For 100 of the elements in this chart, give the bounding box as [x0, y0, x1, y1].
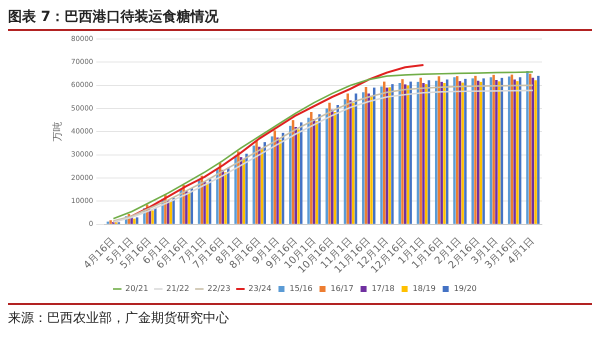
bar [188, 192, 190, 224]
bar [222, 170, 224, 224]
bar [234, 156, 237, 224]
bar [344, 99, 346, 224]
bar [424, 84, 428, 224]
bar [480, 82, 482, 224]
bar [370, 96, 373, 224]
legend-label: 19/20 [454, 284, 477, 294]
bar [352, 103, 354, 224]
bar [438, 76, 440, 224]
bar [362, 92, 364, 224]
bar [258, 146, 261, 224]
y-axis-title: 万吨 [52, 122, 64, 142]
legend-label: 16/17 [330, 284, 354, 294]
bar [151, 210, 154, 224]
bar [409, 82, 412, 224]
bar [419, 78, 422, 224]
bar [446, 80, 448, 224]
bar [292, 120, 294, 224]
bar [208, 179, 212, 224]
bar [216, 168, 219, 224]
bar [453, 77, 456, 224]
bar [136, 217, 138, 224]
bar [461, 82, 464, 224]
bar [294, 127, 298, 224]
legend-label: 22/23 [207, 284, 230, 294]
bar [203, 182, 206, 224]
bar [482, 78, 485, 224]
bar [300, 122, 302, 224]
bar [372, 88, 376, 224]
bar [336, 105, 339, 224]
legend-label: 23/24 [248, 284, 272, 294]
bar [331, 110, 334, 224]
bar [513, 80, 516, 224]
bar [224, 172, 227, 224]
bar [500, 78, 504, 224]
bar [456, 76, 458, 224]
bar [518, 77, 522, 224]
bar [386, 88, 388, 224]
bar [401, 79, 404, 224]
bar [476, 80, 480, 224]
bar [440, 82, 443, 224]
bar [354, 93, 358, 224]
bar [416, 82, 420, 224]
legend-label: 15/16 [289, 284, 313, 294]
bar [492, 74, 495, 224]
bar [510, 74, 514, 224]
bar [498, 81, 500, 224]
bar [434, 80, 438, 224]
bar [534, 80, 537, 224]
bar [490, 77, 492, 224]
bar [133, 218, 136, 224]
bar [170, 201, 172, 224]
bar [316, 121, 318, 224]
bar [428, 80, 430, 224]
bar [464, 78, 467, 224]
bar [109, 220, 112, 224]
bar [526, 70, 529, 224]
bar [185, 190, 188, 224]
bar [443, 83, 446, 224]
bar [237, 151, 240, 224]
bar [398, 83, 401, 224]
bar [206, 182, 209, 224]
legend-label: 20/21 [125, 284, 148, 294]
bar [516, 81, 519, 224]
bar [270, 136, 274, 224]
bar [240, 157, 242, 224]
bar [388, 87, 391, 224]
bar [383, 82, 386, 224]
bar [346, 93, 349, 224]
bar [289, 126, 292, 224]
bar [279, 140, 282, 224]
bar [245, 154, 248, 224]
bar [260, 149, 264, 224]
bar [422, 83, 425, 224]
bar [274, 130, 276, 224]
bar [276, 137, 279, 224]
bar [307, 118, 310, 224]
bar [255, 140, 258, 224]
bar [172, 198, 175, 224]
bar [326, 108, 328, 224]
bar [252, 146, 256, 224]
legend-label: 21/22 [166, 284, 190, 294]
bar [532, 78, 534, 224]
bar [368, 93, 370, 224]
bar [154, 208, 157, 224]
bar [227, 168, 230, 224]
bar [264, 142, 266, 224]
bar [528, 74, 532, 224]
legend-label: 18/19 [412, 284, 436, 294]
bar [391, 84, 394, 224]
bar [508, 76, 510, 224]
source-note: 来源：巴西农业部，广金期货研究中心 [8, 303, 592, 327]
bar [537, 76, 540, 224]
bar [474, 76, 477, 224]
bar [406, 85, 410, 224]
bar [471, 78, 474, 224]
bar [404, 84, 406, 224]
legend-label: 17/18 [372, 284, 395, 294]
bar [198, 180, 200, 224]
